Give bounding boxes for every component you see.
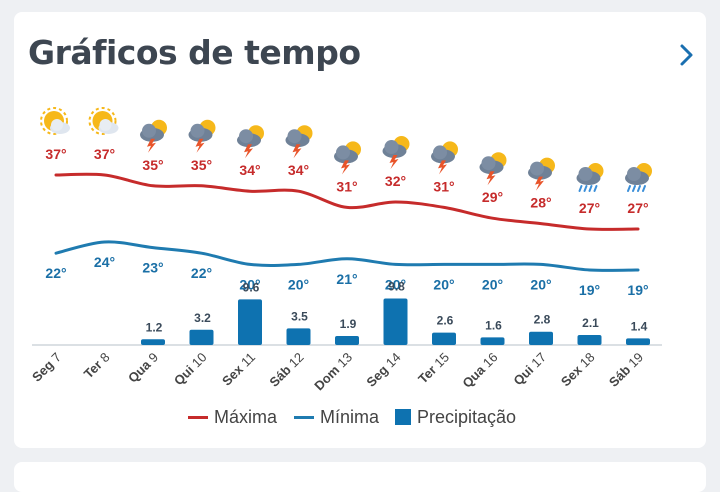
x-tick-label: Qui 17 — [510, 350, 549, 389]
precip-label: 2.6 — [437, 314, 454, 328]
precip-bar — [480, 337, 505, 345]
storm-sun-icon — [188, 119, 216, 153]
chart-legend: Máxima Mínima Precipitação — [0, 406, 720, 432]
precip-bar — [383, 298, 408, 345]
rain-sun-icon — [625, 163, 652, 192]
x-tick-label: Sex 11 — [219, 350, 258, 389]
max-temp-label: 37° — [45, 146, 66, 162]
sun-cloud-icon — [88, 107, 119, 135]
max-temp-label: 31° — [336, 178, 357, 194]
storm-sun-icon — [382, 136, 410, 169]
min-temp-label: 23° — [142, 260, 163, 276]
storm-sun-icon — [334, 141, 361, 175]
precip-label: 3.2 — [194, 311, 211, 325]
legend-label-min: Mínima — [320, 406, 380, 427]
x-tick-label: Qui 10 — [171, 350, 210, 389]
max-temp-label: 32° — [385, 173, 406, 189]
precip-label: 1.6 — [485, 318, 502, 332]
precip-bar — [626, 338, 650, 345]
storm-sun-icon — [285, 125, 313, 159]
precip-label: 1.2 — [146, 320, 163, 334]
chevron-right-icon[interactable] — [674, 42, 698, 68]
max-temp-line — [54, 172, 640, 231]
legend-label-precip: Precipitação — [417, 406, 517, 427]
precip-bar — [141, 339, 165, 345]
max-temp-label: 34° — [239, 162, 260, 178]
min-temp-label: 22° — [191, 265, 212, 281]
precip-bar — [189, 329, 214, 345]
precip-bar — [432, 332, 456, 345]
max-temp-label: 28° — [530, 195, 551, 211]
max-temp-label: 35° — [191, 157, 212, 173]
max-temp-label: 27° — [579, 200, 600, 216]
precip-bar — [335, 335, 359, 345]
precip-bar — [529, 331, 553, 345]
min-temp-label: 20° — [433, 276, 454, 292]
max-temp-label: 27° — [627, 200, 648, 216]
x-tick-label: Seg 7 — [29, 350, 64, 385]
min-temp-label: 20° — [385, 276, 406, 292]
x-tick-label: Sex 18 — [558, 350, 598, 390]
legend-label-max: Máxima — [214, 406, 278, 427]
x-tick-label: Ter 8 — [81, 350, 113, 382]
min-temp-line — [54, 240, 640, 272]
x-tick-label: Qua 9 — [125, 350, 161, 386]
x-tick-label: Seg 14 — [363, 350, 403, 390]
min-temp-label: 20° — [482, 276, 503, 292]
min-temp-label: 20° — [530, 276, 551, 292]
page-title: Gráficos de tempo — [28, 33, 361, 72]
storm-sun-icon — [431, 141, 458, 175]
precip-label: 2.8 — [534, 313, 551, 327]
max-temp-label: 37° — [94, 146, 115, 162]
storm-sun-icon — [479, 152, 507, 186]
precip-bar — [286, 328, 311, 345]
min-temp-label: 20° — [288, 276, 309, 292]
max-temp-label: 34° — [288, 162, 309, 178]
min-temp-label: 22° — [45, 265, 66, 281]
x-tick-label: Qua 16 — [459, 350, 500, 391]
legend-item-precip: Precipitação — [395, 406, 516, 428]
min-temp-label: 20° — [239, 276, 260, 292]
precip-label: 1.4 — [631, 319, 648, 333]
rain-sun-icon — [576, 163, 604, 192]
precip-label: 3.5 — [291, 309, 308, 323]
max-temp-label: 31° — [433, 178, 454, 194]
x-tick-label: Ter 15 — [415, 350, 452, 387]
precip-bar — [238, 299, 262, 345]
weather-chart: 37° 37° 35° 35° 34° 34° 31° 32° 31° 29° 28° 27° 27° 2… — [29, 107, 662, 394]
precip-label: 2.1 — [582, 316, 599, 330]
min-temp-label: 19° — [579, 282, 600, 298]
max-temp-label: 29° — [482, 189, 503, 205]
precip-label: 9.6 — [243, 280, 260, 294]
storm-sun-icon — [528, 157, 555, 191]
x-tick-label: Sáb 19 — [606, 350, 646, 390]
min-temp-label: 21° — [336, 271, 357, 287]
x-tick-label: Dom 13 — [311, 350, 355, 394]
x-tick-label: Sáb 12 — [266, 350, 306, 390]
storm-sun-icon — [140, 119, 167, 153]
sun-cloud-icon — [40, 107, 70, 135]
precip-label: 1.9 — [340, 317, 357, 331]
precip-label: 9.8 — [388, 279, 405, 293]
precip-bar — [577, 335, 602, 345]
legend-item-min: Mínima — [294, 406, 379, 428]
min-temp-label: 24° — [94, 254, 115, 270]
max-temp-label: 35° — [142, 157, 163, 173]
legend-item-max: Máxima — [188, 406, 277, 428]
storm-sun-icon — [237, 125, 264, 159]
min-temp-label: 19° — [627, 282, 648, 298]
